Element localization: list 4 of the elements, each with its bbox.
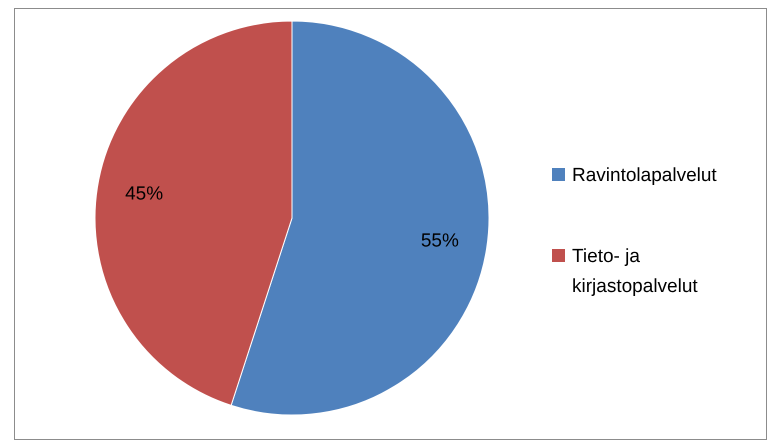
data-label: 55% bbox=[420, 230, 459, 252]
legend-label: Ravintolapalvelut bbox=[572, 165, 718, 186]
data-label: 45% bbox=[125, 184, 164, 205]
legend-label: Tieto- ja kirjastopalvelut bbox=[572, 246, 698, 298]
